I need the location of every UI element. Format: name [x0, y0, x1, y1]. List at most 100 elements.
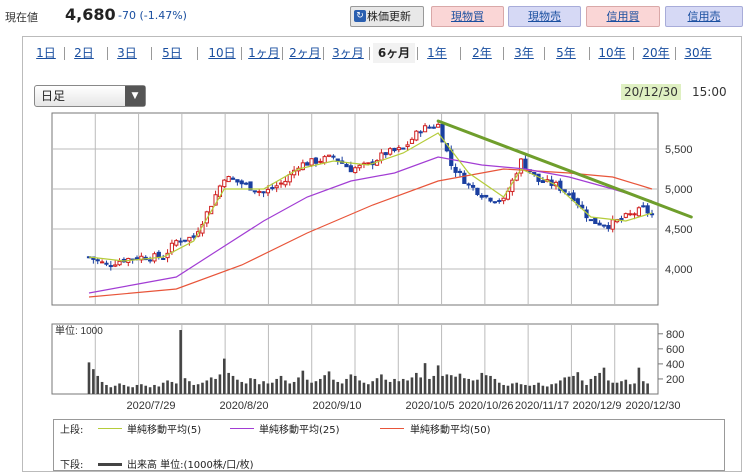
candle-body — [466, 183, 471, 186]
ma50-line — [88, 168, 653, 298]
refresh-price-button[interactable]: ↻ 株価更新 — [350, 6, 424, 27]
volume-bar — [471, 380, 475, 394]
candle-body — [182, 239, 188, 242]
legend-volume: 出来高 単位:(1000株/口/枚) — [127, 460, 254, 471]
volume-bar — [611, 382, 615, 394]
candle-body — [540, 180, 545, 184]
tab-period-13[interactable]: 10年 — [598, 46, 626, 60]
tab-period-5[interactable]: 1ヶ月 — [248, 46, 280, 60]
quote-header: 現在値 4,680 -70 (-1.47%) ↻ 株価更新 現物買 現物売 信用… — [0, 0, 749, 30]
candle-body — [453, 166, 458, 173]
candle-body — [326, 154, 332, 157]
volume-bar — [231, 375, 235, 394]
volume-bar — [96, 375, 100, 394]
volume-tick-label: 200 — [666, 374, 684, 386]
candle-body — [649, 213, 655, 216]
candle-body — [405, 144, 410, 148]
volume-bar — [576, 372, 580, 394]
legend-ma25: 単純移動平均(25) — [259, 425, 340, 436]
volume-bar — [607, 380, 610, 394]
tab-period-9[interactable]: 1年 — [427, 46, 447, 60]
tab-period-12[interactable]: 5年 — [556, 46, 576, 60]
volume-bar — [519, 384, 523, 394]
candle-body — [641, 205, 646, 208]
volume-bar — [109, 387, 113, 394]
tab-period-11[interactable]: 3年 — [514, 46, 534, 60]
candle-body — [139, 255, 144, 261]
ma25-line — [88, 156, 653, 294]
tab-period-14[interactable]: 20年 — [642, 46, 670, 60]
volume-bar — [628, 384, 632, 394]
candle-body — [322, 156, 327, 164]
tab-period-1[interactable]: 2日 — [74, 46, 94, 60]
volume-bar — [345, 378, 348, 394]
volume-bar — [449, 375, 453, 394]
candle-body — [252, 190, 257, 193]
tab-separator — [544, 47, 545, 60]
x-tick-label: 2020/7/29 — [127, 400, 176, 412]
volume-bar — [458, 373, 462, 394]
candle-body — [108, 265, 113, 268]
candle-body — [353, 167, 358, 174]
volume-bar — [580, 380, 584, 394]
volume-bar — [183, 378, 187, 394]
legend-ma5-line — [98, 428, 122, 429]
tab-period-8[interactable]: 6ヶ月 — [373, 43, 415, 63]
volume-bar — [305, 379, 309, 394]
tab-period-2[interactable]: 3日 — [117, 46, 137, 60]
volume-bar — [214, 378, 217, 394]
volume-bar — [236, 379, 239, 394]
candle-body — [148, 259, 153, 262]
volume-bar — [598, 372, 601, 394]
volume-bar — [515, 382, 519, 394]
volume-bar — [218, 374, 222, 394]
candle-body — [226, 176, 231, 183]
volume-bar — [419, 377, 422, 394]
tab-separator — [64, 47, 65, 60]
volume-bar — [131, 387, 134, 394]
tab-period-10[interactable]: 2年 — [472, 46, 492, 60]
candle-body — [117, 260, 122, 266]
candle-body — [628, 213, 633, 216]
chart-type-select[interactable]: 日足 ▼ — [34, 85, 146, 107]
candle-body — [257, 190, 262, 193]
volume-bar — [646, 383, 649, 394]
volume-bar — [179, 330, 182, 394]
candle-body — [632, 213, 637, 216]
volume-bar — [624, 379, 628, 394]
volume-bar — [484, 375, 488, 394]
candle-body — [283, 180, 288, 186]
volume-bar — [432, 375, 436, 394]
volume-bar — [371, 381, 374, 394]
volume-tick-label: 800 — [666, 329, 684, 341]
volume-bar — [332, 379, 335, 394]
tab-period-7[interactable]: 3ヶ月 — [332, 46, 364, 60]
genbutsu-sell-button[interactable]: 現物売 — [508, 6, 581, 27]
candle-body — [623, 213, 628, 218]
candle-body — [422, 125, 428, 133]
last-update-date: 20/12/30 — [621, 84, 681, 100]
tab-period-4[interactable]: 10日 — [208, 46, 236, 60]
volume-bar — [528, 385, 532, 394]
volume-bar — [554, 383, 558, 394]
legend-top-prefix: 上段: — [60, 425, 84, 436]
candle-body — [230, 177, 236, 180]
volume-bar — [170, 381, 174, 394]
volume-bar — [323, 375, 326, 394]
volume-bar — [297, 377, 300, 394]
volume-bar — [502, 384, 505, 394]
tab-period-0[interactable]: 1日 — [36, 46, 56, 60]
credit-buy-button[interactable]: 信用買 — [586, 6, 660, 27]
legend-volume-line — [98, 463, 122, 466]
tab-period-3[interactable]: 5日 — [162, 46, 182, 60]
genbutsu-buy-button[interactable]: 現物買 — [431, 6, 504, 27]
volume-bar — [380, 374, 383, 394]
tab-period-15[interactable]: 30年 — [684, 46, 712, 60]
candle-body — [588, 219, 593, 222]
tab-period-6[interactable]: 2ヶ月 — [289, 46, 321, 60]
legend-ma50: 単純移動平均(50) — [410, 425, 491, 436]
volume-bar — [493, 378, 497, 394]
candle-body — [475, 187, 480, 196]
volume-bar — [314, 381, 318, 394]
credit-sell-button[interactable]: 信用売 — [665, 6, 743, 27]
